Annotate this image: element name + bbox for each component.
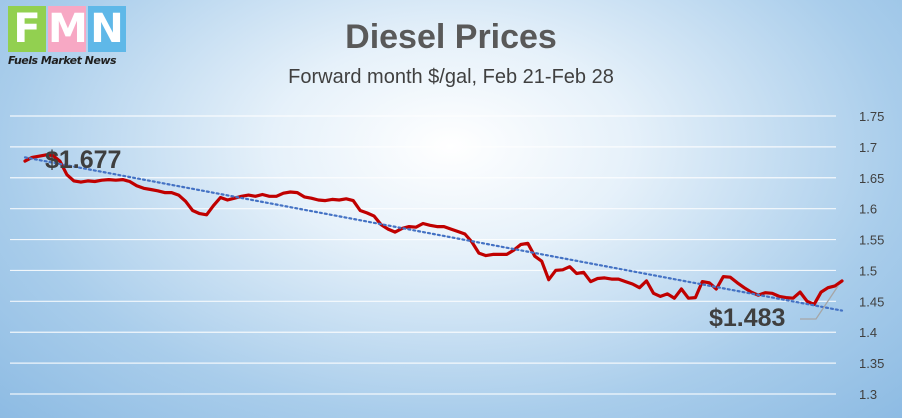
logo-letter-n: N [88,6,126,52]
y-tick-label: 1.7 [859,140,877,155]
logo-tagline: Fuels Market News [8,54,117,67]
trendline [23,156,844,312]
end-label-leader-line [800,285,839,320]
y-tick-label: 1.65 [859,171,884,186]
diesel-price-line [23,153,844,306]
logo-letter-f: F [8,6,46,52]
y-tick-label: 1.55 [859,233,884,248]
chart-subtitle: Forward month $/gal, Feb 21-Feb 28 [288,66,614,88]
y-tick-label: 1.4 [859,325,877,340]
y-tick-label: 1.5 [859,263,877,278]
start-price-label: $1.677 [45,146,122,174]
logo-letters: F M N [8,6,126,52]
y-tick-label: 1.6 [859,202,877,217]
fmn-logo: F M N Fuels Market News [8,6,130,74]
y-tick-label: 1.45 [859,294,884,309]
y-tick-label: 1.75 [859,109,884,124]
chart-title: Diesel Prices [345,18,557,56]
end-price-label: $1.483 [709,304,786,332]
logo-letter-m: M [48,6,88,52]
y-tick-label: 1.3 [859,387,877,402]
y-tick-label: 1.35 [859,356,884,371]
